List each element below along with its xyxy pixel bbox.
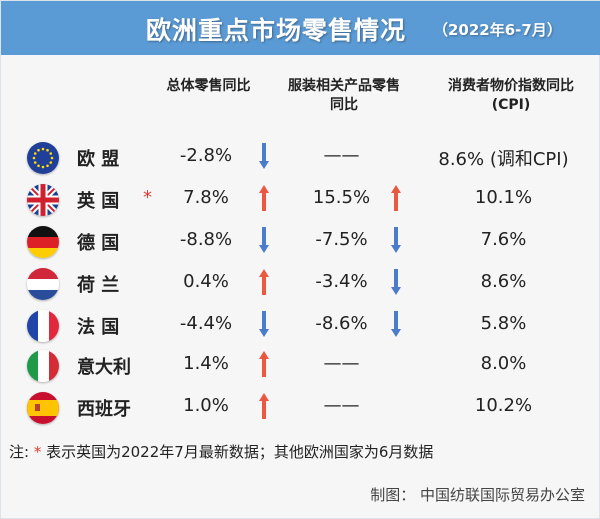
country-name: 英 国 <box>77 191 120 212</box>
asterisk-marker: * <box>143 187 152 208</box>
arrow-down-icon <box>391 311 401 337</box>
arrow-down-icon <box>259 227 269 253</box>
apparel-yoy: —— <box>323 395 360 416</box>
column-header-retail: 总体零售同比 <box>166 78 251 94</box>
arrow-down-icon <box>391 227 401 253</box>
spain-flag-icon <box>27 392 59 424</box>
cpi-yoy: 5.8% <box>480 313 527 334</box>
netherlands-flag-icon <box>27 268 59 300</box>
retail-yoy: -4.4% <box>179 313 233 334</box>
france-flag-icon <box>27 310 59 342</box>
eu-flag-icon <box>27 142 59 174</box>
apparel-yoy: 15.5% <box>312 187 371 208</box>
arrow-up-icon <box>259 269 269 295</box>
uk-flag-icon <box>27 184 59 216</box>
apparel-yoy: -3.4% <box>315 271 368 292</box>
table-row: 西班牙 1.0% —— 10.2% <box>1 387 600 427</box>
table-row: 意大利 1.4% —— 8.0% <box>1 345 600 385</box>
germany-flag-icon <box>27 226 59 258</box>
country-name: 荷 兰 <box>77 275 120 296</box>
arrow-up-icon <box>259 393 269 419</box>
retail-yoy: 0.4% <box>183 271 229 292</box>
column-header-cpi: 消费者物价指数同比 (CPI) <box>448 78 574 113</box>
country-name: 欧 盟 <box>77 149 120 170</box>
arrow-down-icon <box>259 311 269 337</box>
country-name: 德 国 <box>77 233 120 254</box>
country-name: 西班牙 <box>77 399 131 420</box>
arrow-up-icon <box>391 185 401 211</box>
cpi-yoy: 10.2% <box>474 395 533 416</box>
italy-flag-icon <box>27 350 59 382</box>
apparel-yoy: —— <box>323 353 360 374</box>
arrow-up-icon <box>259 351 269 377</box>
retail-yoy: 1.4% <box>183 353 229 374</box>
table-row: 荷 兰 0.4% -3.4% 8.6% <box>1 263 600 303</box>
table-row: 德 国 -8.8% -7.5% 7.6% <box>1 221 600 261</box>
cpi-yoy: 8.0% <box>480 353 527 374</box>
apparel-yoy: —— <box>323 145 360 166</box>
retail-yoy: 7.8% <box>183 187 229 208</box>
column-header-apparel: 服装相关产品零售 同比 <box>288 78 400 113</box>
title-banner: 欧洲重点市场零售情况 （2022年6-7月） <box>1 1 600 55</box>
asterisk-marker: * <box>33 443 42 461</box>
apparel-yoy: -7.5% <box>315 229 368 250</box>
country-name: 法 国 <box>77 317 120 338</box>
cpi-yoy: 7.6% <box>480 229 527 250</box>
table-row: 欧 盟 -2.8% —— 8.6% (调和CPI) <box>1 137 600 177</box>
retail-yoy: -2.8% <box>179 145 233 166</box>
cpi-yoy: 10.1% <box>474 187 533 208</box>
table-row: 法 国 -4.4% -8.6% 5.8% <box>1 305 600 345</box>
arrow-down-icon <box>391 269 401 295</box>
page-subtitle: （2022年6-7月） <box>433 21 562 39</box>
apparel-yoy: -8.6% <box>315 313 368 334</box>
cpi-yoy: 8.6% <box>480 271 527 292</box>
retail-yoy: 1.0% <box>183 395 229 416</box>
table-row: 英 国 * 7.8% 15.5% 10.1% <box>1 179 600 219</box>
arrow-down-icon <box>259 143 269 169</box>
cpi-yoy: 8.6% (调和CPI) <box>438 149 569 170</box>
page-title: 欧洲重点市场零售情况 <box>146 16 407 45</box>
arrow-up-icon <box>259 185 269 211</box>
country-name: 意大利 <box>77 357 131 378</box>
credit: 制图： 中国纺联国际贸易办公室 <box>370 486 585 504</box>
retail-yoy: -8.8% <box>179 229 233 250</box>
footnote: 注: * 表示英国为2022年7月最新数据；其他欧洲国家为6月数据 <box>9 443 434 461</box>
